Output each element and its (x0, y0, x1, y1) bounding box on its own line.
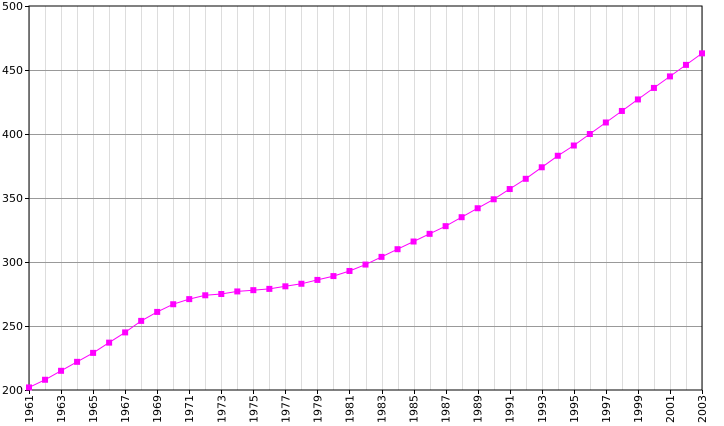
data-point-marker (90, 349, 97, 356)
data-point-marker (586, 131, 593, 137)
data-point-marker (506, 186, 513, 193)
data-point-marker (666, 73, 673, 80)
data-point-marker (122, 329, 129, 336)
data-point-marker (554, 152, 561, 159)
data-point-marker (474, 205, 481, 212)
x-tick-label: 1975 (247, 395, 260, 423)
data-point-marker (330, 273, 337, 280)
data-point-marker (699, 50, 705, 57)
x-tick-label: 2001 (664, 395, 677, 423)
data-point-marker (282, 283, 289, 290)
data-point-marker (26, 384, 32, 391)
data-point-marker (202, 292, 209, 299)
y-tick-label: 200 (2, 384, 23, 397)
data-point-marker (618, 107, 625, 114)
x-tick-label: 2003 (696, 395, 709, 423)
data-point-marker (170, 301, 177, 308)
x-tick-label: 1981 (343, 395, 356, 423)
data-point-marker (634, 96, 641, 103)
data-point-marker (138, 317, 145, 324)
data-point-marker (490, 196, 497, 203)
x-tick-label: 1997 (600, 395, 613, 423)
data-point-marker (426, 230, 433, 237)
x-tick-label: 1995 (568, 395, 581, 423)
data-point-marker (106, 339, 113, 346)
data-point-marker (74, 358, 81, 365)
y-tick-label: 250 (2, 320, 23, 333)
x-tick-label: 1983 (376, 395, 389, 423)
data-point-marker (250, 287, 257, 294)
data-point-marker (362, 261, 369, 268)
data-point-marker (346, 267, 353, 274)
y-tick-label: 450 (2, 64, 23, 77)
data-point-marker (522, 175, 529, 182)
data-point-marker (458, 214, 465, 221)
series-line (28, 52, 703, 388)
x-tick-label: 1965 (87, 395, 100, 423)
data-point-marker (410, 238, 417, 245)
data-point-marker (266, 285, 273, 292)
data-point-marker (42, 376, 49, 383)
x-tick-label: 1999 (632, 395, 645, 423)
data-point-marker (218, 291, 225, 297)
x-tick-label: 1967 (119, 395, 132, 423)
x-tick-label: 1969 (151, 395, 164, 423)
data-point-marker (442, 223, 449, 230)
y-axis-ticks: 200 250 300 350 400 450 500 (2, 0, 29, 397)
data-point-marker (682, 61, 689, 68)
x-tick-label: 1973 (215, 395, 228, 423)
x-tick-label: 1985 (408, 395, 421, 423)
data-point-marker (314, 276, 321, 283)
data-point-marker (186, 296, 193, 303)
data-point-marker (538, 164, 545, 171)
x-tick-label: 1971 (183, 395, 196, 423)
y-tick-label: 400 (2, 128, 23, 141)
x-tick-label: 1989 (472, 395, 485, 423)
data-point-marker (58, 367, 65, 374)
data-point-marker (378, 253, 385, 260)
data-point-marker (234, 288, 241, 295)
x-tick-label: 1963 (55, 395, 68, 423)
data-point-marker (650, 84, 657, 91)
x-axis-ticks: 1961 1963 1965 1967 1969 1971 1973 1975 1977 1979… (23, 390, 709, 423)
x-tick-label: 1987 (440, 395, 453, 423)
data-point-marker (298, 280, 305, 287)
y-tick-label: 300 (2, 256, 23, 269)
y-tick-label: 350 (2, 192, 23, 205)
major-gridlines (29, 70, 702, 327)
series-group (26, 50, 705, 391)
x-tick-label: 1993 (536, 395, 549, 423)
data-point-marker (394, 246, 401, 253)
x-tick-label: 1977 (279, 395, 292, 423)
x-tick-label: 1991 (504, 395, 517, 423)
data-point-marker (154, 308, 161, 315)
data-point-marker (570, 142, 577, 149)
y-tick-label: 500 (2, 0, 23, 13)
x-tick-label: 1979 (311, 395, 324, 423)
x-tick-label: 1961 (23, 395, 36, 423)
data-point-marker (602, 119, 609, 126)
